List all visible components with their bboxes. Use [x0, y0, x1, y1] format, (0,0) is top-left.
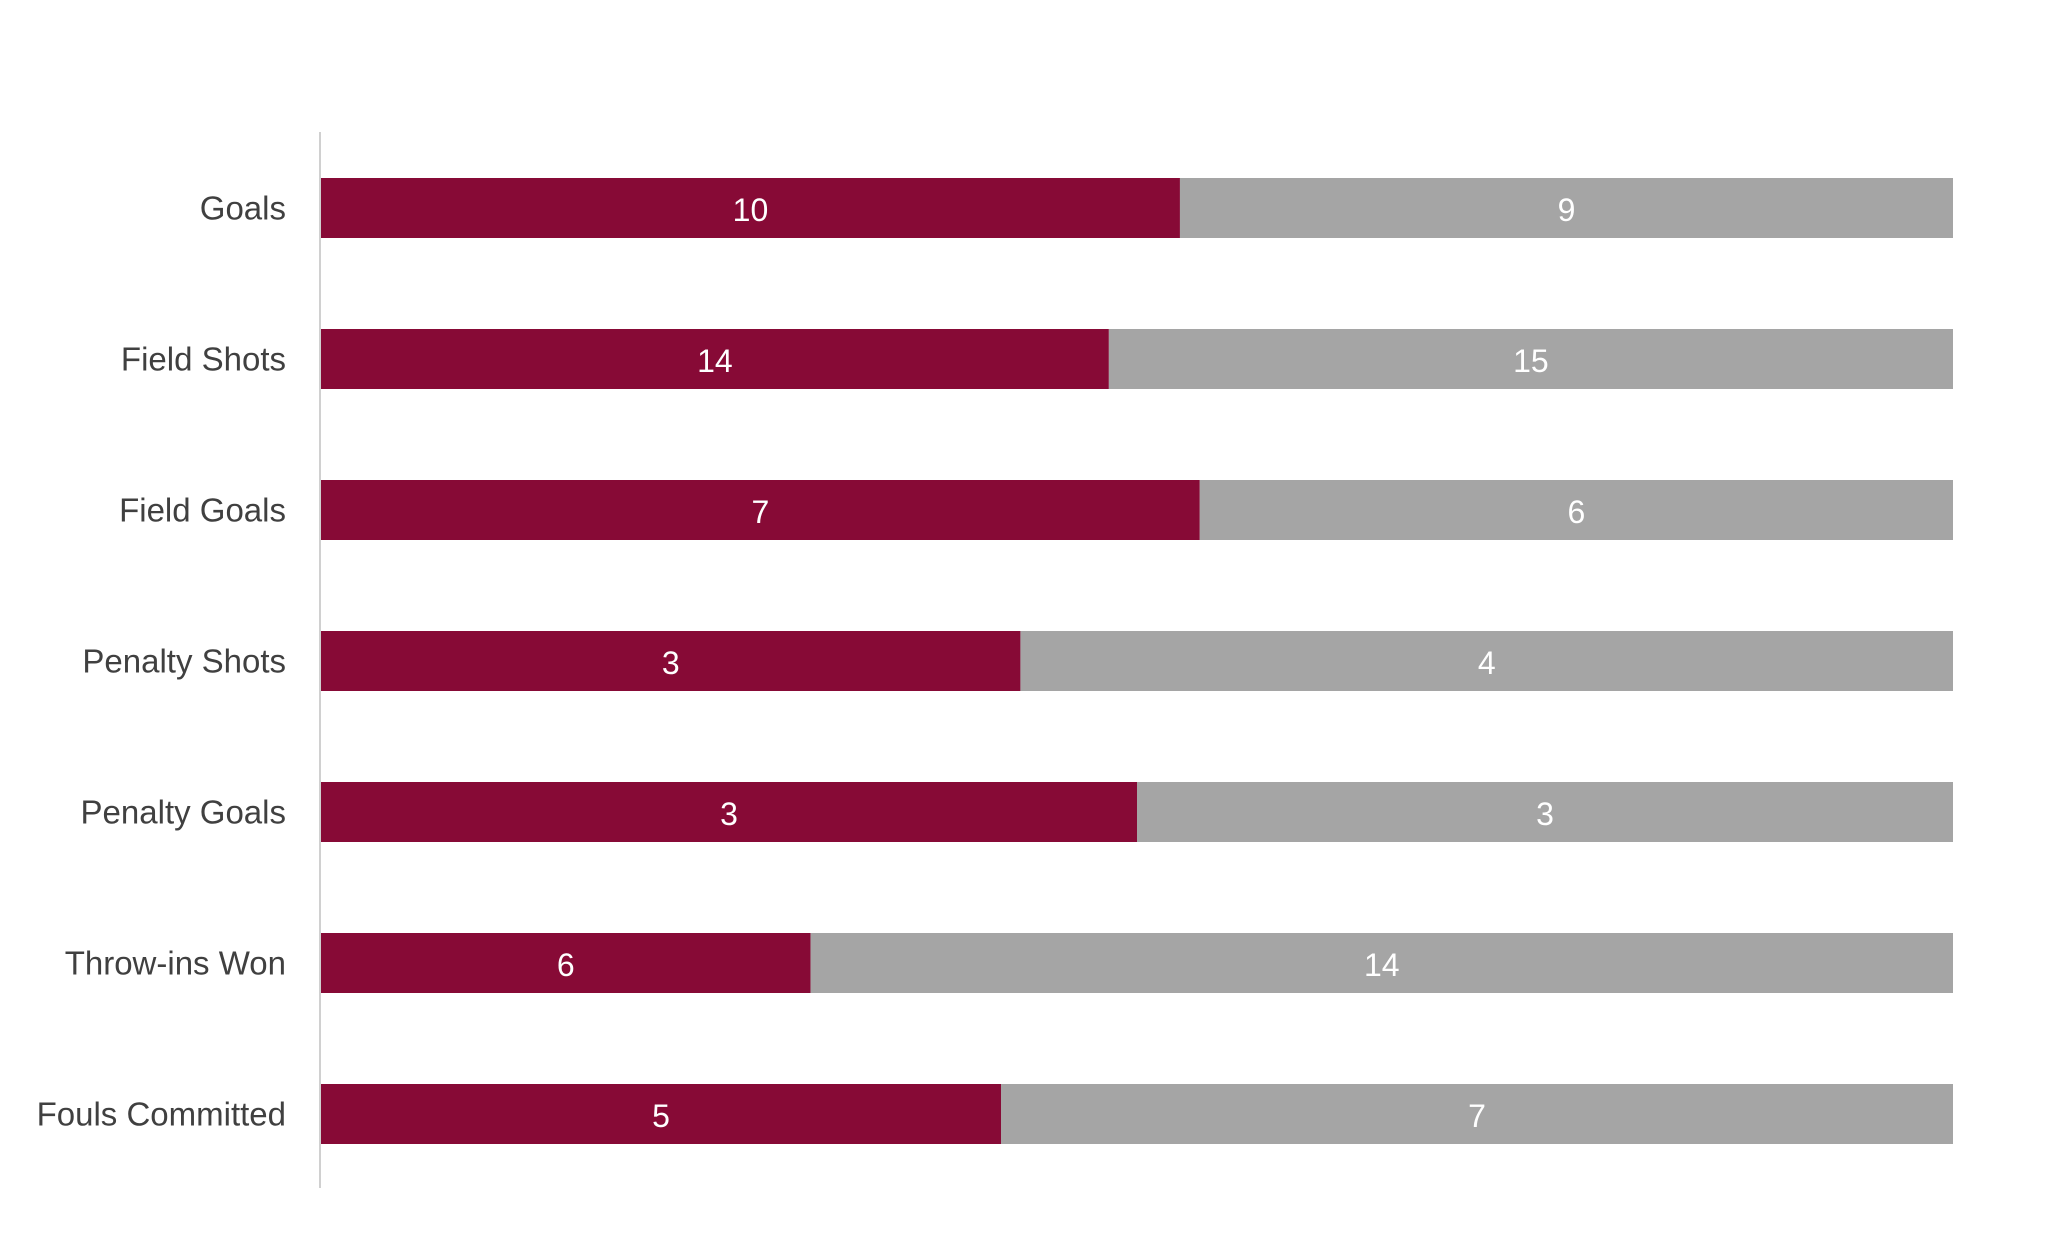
bar-segment-series-1 [321, 178, 1180, 238]
data-label: 4 [1478, 645, 1496, 681]
data-label: 3 [720, 796, 738, 832]
bar-segment-series-1 [321, 631, 1021, 691]
bar-segment-series-1 [321, 782, 1137, 842]
data-label: 14 [1364, 947, 1400, 983]
category-labels-layer: Goals Field Shots Field Goals Penalty Shots… [37, 190, 286, 1133]
data-label: 10 [733, 192, 769, 228]
category-label: Goals [200, 190, 286, 227]
bars-layer: 10 9 14 15 7 6 3 4 3 3 6 14 5 7 [321, 178, 1953, 1144]
bar-segment-series-2 [1020, 631, 1953, 691]
bar-segment-series-2 [1137, 782, 1953, 842]
data-label: 15 [1513, 343, 1549, 379]
data-label: 6 [557, 947, 575, 983]
category-label: Throw-ins Won [65, 945, 286, 982]
data-label: 6 [1567, 494, 1585, 530]
data-label: 9 [1558, 192, 1576, 228]
category-label: Field Shots [121, 341, 286, 378]
bar-segment-series-2 [1179, 178, 1953, 238]
category-label: Field Goals [119, 492, 286, 529]
bar-segment-series-2 [1199, 480, 1953, 540]
bar-segment-series-1 [321, 480, 1200, 540]
bar-segment-series-1 [321, 329, 1109, 389]
data-label: 7 [1468, 1098, 1486, 1134]
bar-segment-series-2 [1108, 329, 1953, 389]
category-label: Penalty Goals [81, 794, 286, 831]
bar-segment-series-2 [810, 933, 1953, 993]
data-label: 3 [1536, 796, 1554, 832]
category-label: Fouls Committed [37, 1096, 286, 1133]
data-label: 7 [751, 494, 769, 530]
category-label: Penalty Shots [82, 643, 286, 680]
data-label: 14 [697, 343, 733, 379]
bar-segment-series-1 [321, 1084, 1001, 1144]
bar-segment-series-2 [1001, 1084, 1953, 1144]
data-label: 3 [662, 645, 680, 681]
bar-segment-series-1 [321, 933, 811, 993]
data-label: 5 [652, 1098, 670, 1134]
